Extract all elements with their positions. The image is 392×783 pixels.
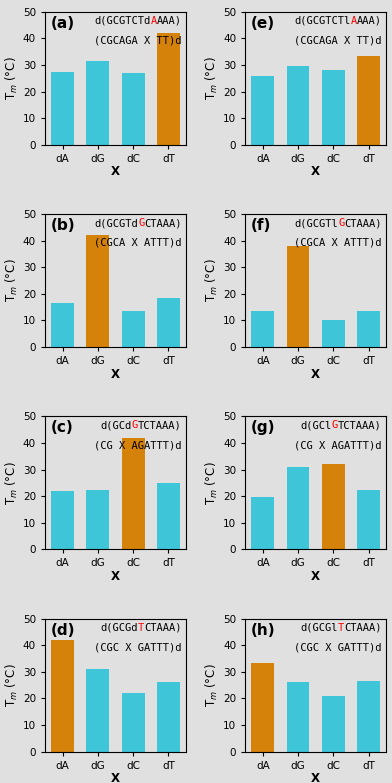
X-axis label: X: X [111,570,120,583]
Text: T: T [338,622,345,633]
Text: CTAAA): CTAAA) [144,218,182,228]
Text: d(GCGl: d(GCGl [301,622,338,633]
Y-axis label: T$_m$ (°C): T$_m$ (°C) [4,663,20,707]
Text: (CGC X GATTT)d: (CGC X GATTT)d [294,643,382,652]
Text: d(GCGTCTl: d(GCGTCTl [294,16,350,26]
X-axis label: X: X [311,165,320,179]
Text: (CGC X GATTT)d: (CGC X GATTT)d [94,643,182,652]
Text: (b): (b) [51,218,75,233]
Bar [157,298,180,347]
Text: d(GCd: d(GCd [100,420,132,431]
Text: d(GCGd: d(GCGd [100,622,138,633]
Text: G: G [132,420,138,431]
Text: (g): (g) [251,420,275,435]
Bar [87,669,109,752]
Text: d(GCGTCTd: d(GCGTCTd [94,16,151,26]
Bar [87,61,109,145]
Text: A: A [151,16,157,26]
Bar [322,464,345,550]
Text: d(GCGTd: d(GCGTd [94,218,138,228]
Bar [122,311,145,347]
Bar [251,311,274,347]
X-axis label: X: X [311,570,320,583]
Bar [122,438,145,550]
Bar [287,683,310,752]
X-axis label: X: X [311,772,320,783]
Bar [51,303,74,347]
Y-axis label: T$_m$ (°C): T$_m$ (°C) [204,56,220,100]
Text: AAA): AAA) [157,16,182,26]
Bar [157,483,180,550]
Text: AAA): AAA) [357,16,382,26]
Bar [51,491,74,550]
Text: (CGCA X ATTT)d: (CGCA X ATTT)d [294,238,382,248]
Y-axis label: T$_m$ (°C): T$_m$ (°C) [204,461,220,505]
Y-axis label: T$_m$ (°C): T$_m$ (°C) [204,258,220,302]
Bar [157,683,180,752]
Bar [322,696,345,752]
Bar [122,73,145,145]
Bar [287,467,310,550]
Text: CTAAA): CTAAA) [345,622,382,633]
Text: (CG X AGATTT)d: (CG X AGATTT)d [94,440,182,450]
Bar [357,311,380,347]
Text: G: G [338,218,345,228]
Bar [287,67,310,145]
X-axis label: X: X [311,367,320,381]
Bar [251,76,274,145]
Text: (CGCA X ATTT)d: (CGCA X ATTT)d [94,238,182,248]
Bar [51,71,74,145]
Text: (CGCAGA X TT)d: (CGCAGA X TT)d [294,36,382,45]
Bar [51,640,74,752]
Bar [322,70,345,145]
Bar [357,681,380,752]
Text: (CGCAGA X TT)d: (CGCAGA X TT)d [94,36,182,45]
Bar [122,693,145,752]
Text: (CG X AGATTT)d: (CG X AGATTT)d [294,440,382,450]
Y-axis label: T$_m$ (°C): T$_m$ (°C) [4,258,20,302]
X-axis label: X: X [111,165,120,179]
Y-axis label: T$_m$ (°C): T$_m$ (°C) [4,56,20,100]
Bar [87,489,109,550]
Text: d(GCl: d(GCl [301,420,332,431]
Text: CTAAA): CTAAA) [144,622,182,633]
Bar [322,320,345,347]
Bar [87,236,109,347]
Text: d(GCGTl: d(GCGTl [294,218,338,228]
Bar [251,662,274,752]
Text: TCTAAA): TCTAAA) [338,420,382,431]
Bar [251,497,274,550]
Text: (a): (a) [51,16,75,31]
Bar [287,246,310,347]
Text: T: T [138,622,144,633]
Text: (d): (d) [51,622,75,637]
Bar [357,56,380,145]
Text: CTAAA): CTAAA) [345,218,382,228]
X-axis label: X: X [111,772,120,783]
Bar [157,33,180,145]
Text: TCTAAA): TCTAAA) [138,420,182,431]
Text: (h): (h) [251,622,276,637]
X-axis label: X: X [111,367,120,381]
Text: G: G [138,218,144,228]
Text: G: G [332,420,338,431]
Text: A: A [350,16,357,26]
Bar [357,489,380,550]
Y-axis label: T$_m$ (°C): T$_m$ (°C) [204,663,220,707]
Text: (f): (f) [251,218,271,233]
Y-axis label: T$_m$ (°C): T$_m$ (°C) [4,461,20,505]
Text: (e): (e) [251,16,275,31]
Text: (c): (c) [51,420,73,435]
